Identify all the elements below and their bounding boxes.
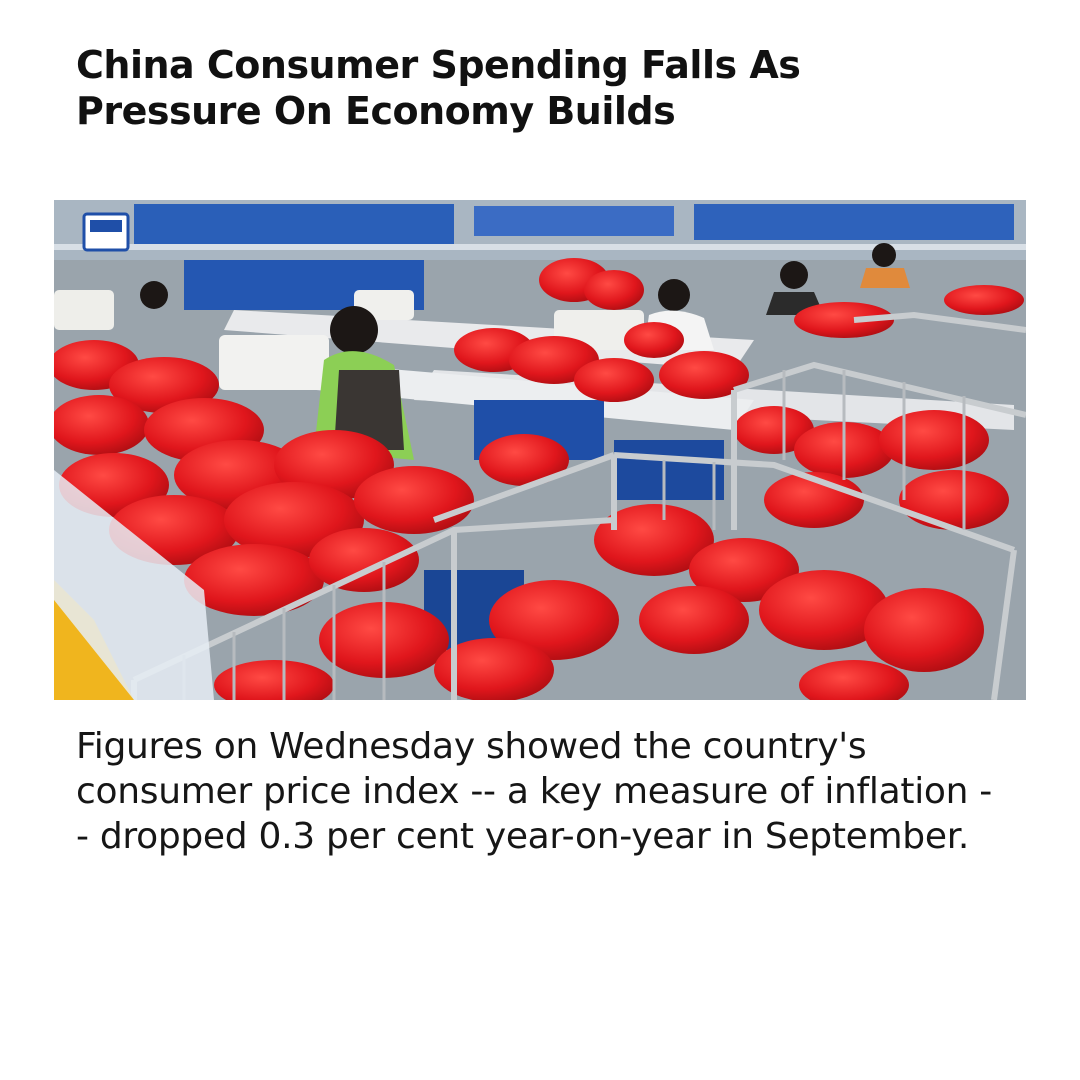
article-photo	[54, 200, 1026, 700]
workstation-sign	[82, 212, 130, 252]
red-cushion-pile-center	[454, 258, 749, 402]
factory-workshop-photo	[54, 200, 1026, 700]
article-headline: China Consumer Spending Falls As Pressur…	[76, 43, 801, 133]
red-cushion-pile-left	[54, 340, 569, 616]
article-body: Figures on Wednesday showed the country'…	[76, 726, 992, 857]
table-edge	[54, 470, 214, 700]
sewing-machines	[54, 290, 644, 390]
back-storage-shelves	[54, 200, 1026, 260]
